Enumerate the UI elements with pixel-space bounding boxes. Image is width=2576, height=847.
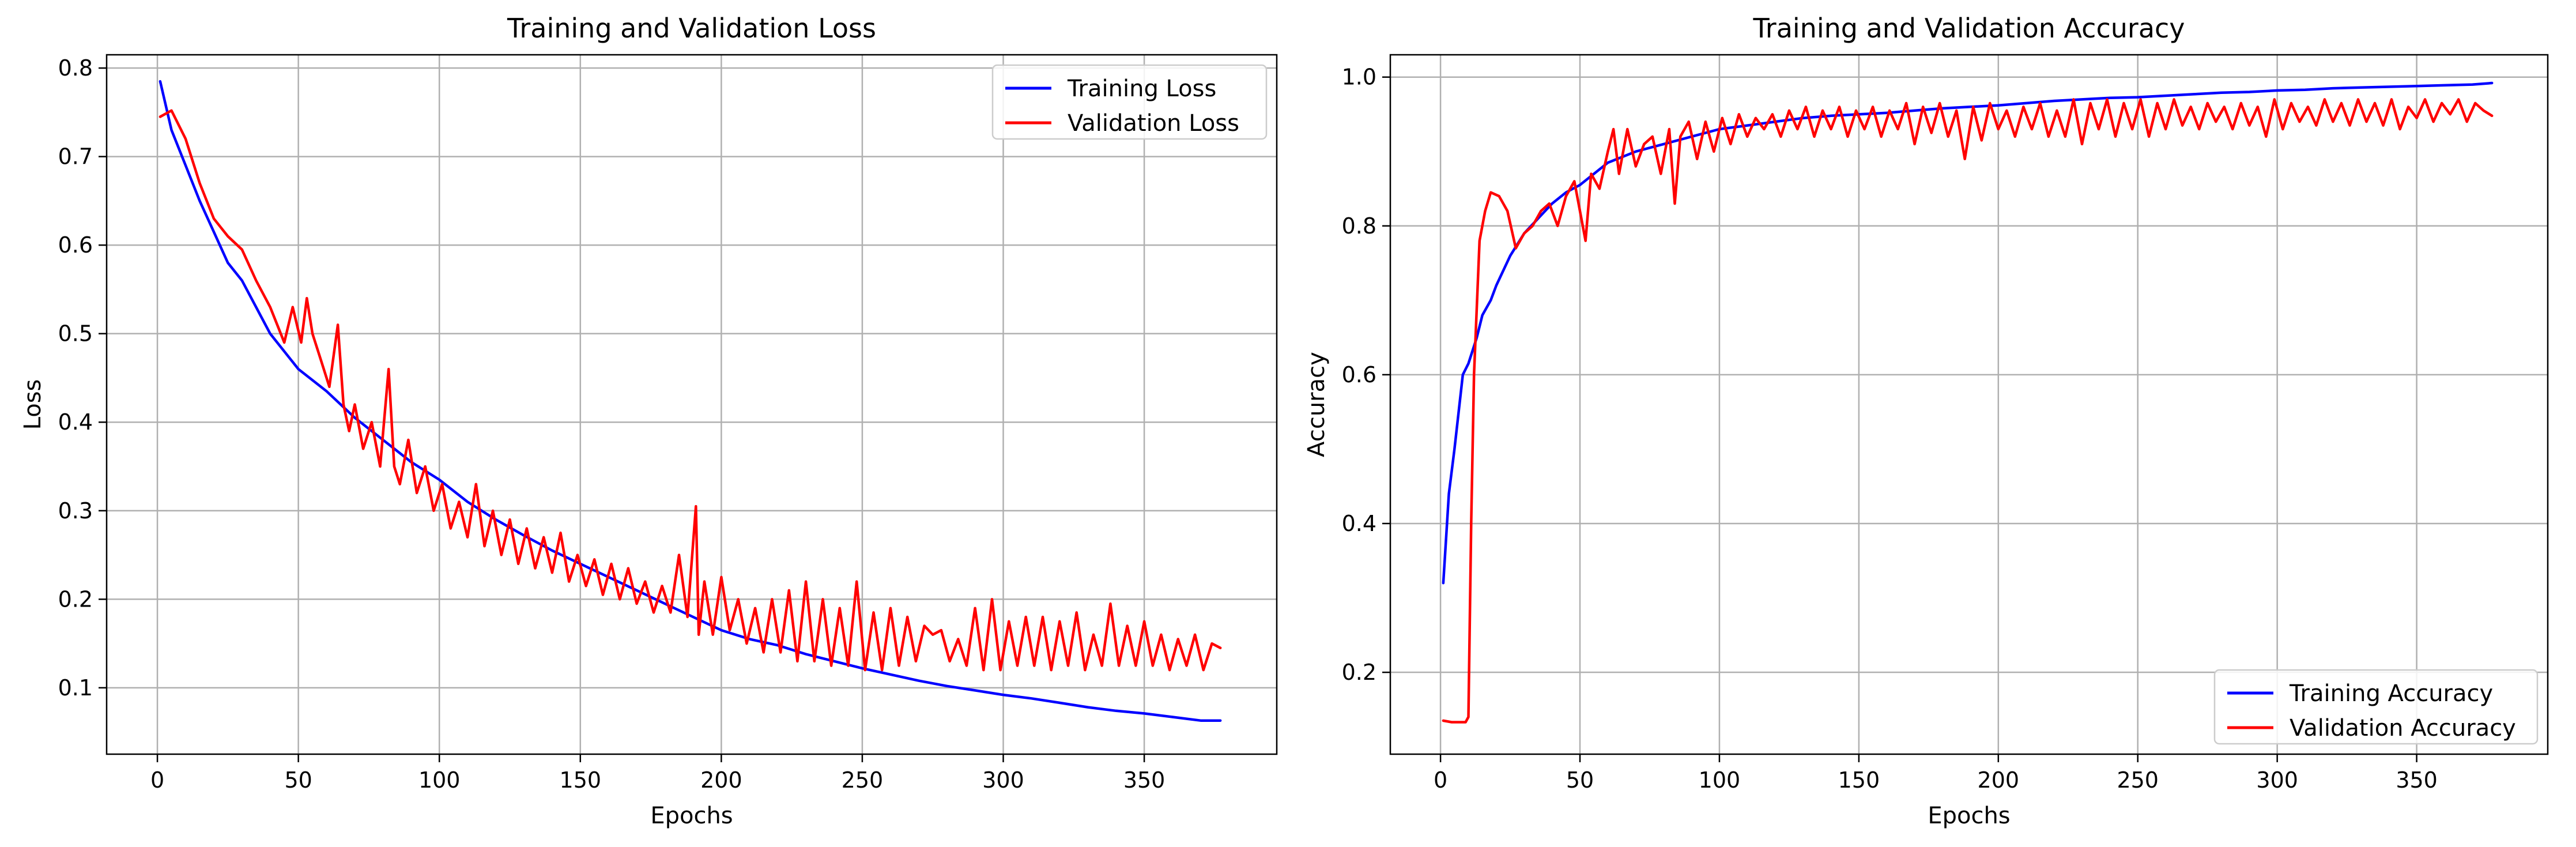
legend-box xyxy=(991,64,1268,140)
x-tick-label: 100 xyxy=(1699,767,1741,793)
x-tick-label: 200 xyxy=(1978,767,2020,793)
chart-panel-1: 0 50 100 150 200 250 300 350 0.1 0.2 0.3 0.4 0.5 0.6 0… xyxy=(20,13,1278,829)
y-tick-label: 0.3 xyxy=(58,498,93,524)
x-tick-label: 250 xyxy=(2117,767,2159,793)
y-tick-label: 0.8 xyxy=(58,55,93,81)
x-tick-label: 0 xyxy=(1434,767,1447,793)
chart-title: Training and Validation Accuracy xyxy=(1752,13,2185,44)
chart-title: Training and Validation Loss xyxy=(507,13,876,44)
y-tick-label: 0.2 xyxy=(58,586,93,612)
y-tick-label: 0.7 xyxy=(58,144,93,170)
y-tick-label: 1.0 xyxy=(1342,65,1376,90)
x-tick-label: 100 xyxy=(418,767,461,793)
legend-entry-label: Validation Accuracy xyxy=(2290,715,2516,741)
plot-frame xyxy=(105,54,1278,755)
y-tick-label: 0.6 xyxy=(58,232,93,258)
legend-entry-label: Validation Loss xyxy=(1068,110,1239,137)
grid xyxy=(1390,55,2548,754)
y-axis-label: Accuracy xyxy=(1303,352,1330,457)
y-tick-label: 0.1 xyxy=(58,675,93,701)
x-tick-label: 150 xyxy=(560,767,602,793)
y-tick-label: 0.5 xyxy=(58,321,93,347)
series-line-validation-loss xyxy=(159,109,1222,672)
legend-entry-label: Training Loss xyxy=(1067,76,1216,102)
x-tick-label: 150 xyxy=(1838,767,1880,793)
x-tick-label: 350 xyxy=(2396,767,2438,793)
y-tick-label: 0.6 xyxy=(1342,362,1376,387)
series-line-validation-accuracy xyxy=(1442,98,2494,724)
y-tick-label: 0.2 xyxy=(1342,660,1376,685)
y-tick-label: 0.4 xyxy=(58,409,93,435)
x-axis-label: Epochs xyxy=(650,803,733,829)
chart-panel-2: 0 50 100 150 200 250 300 350 0.2 0.4 0.6 0.8 1.0 Trai… xyxy=(1303,13,2549,829)
x-tick-label: 300 xyxy=(982,767,1024,793)
x-tick-label: 350 xyxy=(1123,767,1166,793)
legend-box xyxy=(2213,669,2539,745)
grid xyxy=(107,55,1277,754)
plot-frame xyxy=(1389,54,2549,755)
x-tick-label: 300 xyxy=(2256,767,2298,793)
series-line-training-loss xyxy=(159,80,1222,722)
x-axis-label: Epochs xyxy=(1928,803,2010,829)
x-tick-label: 200 xyxy=(700,767,742,793)
legend: Training Loss Validation Loss xyxy=(991,64,1268,140)
x-tick-label: 250 xyxy=(842,767,884,793)
y-axis-label: Loss xyxy=(20,379,46,430)
y-tick-label: 0.4 xyxy=(1342,511,1376,536)
x-tick-label: 50 xyxy=(1566,767,1594,793)
legend: Training Accuracy Validation Accuracy xyxy=(2213,669,2539,745)
x-tick-label: 0 xyxy=(150,767,164,793)
x-tick-label: 50 xyxy=(284,767,312,793)
y-tick-label: 0.8 xyxy=(1342,213,1376,239)
series-group xyxy=(1442,81,2494,724)
series-group xyxy=(159,80,1222,722)
legend-entry-label: Training Accuracy xyxy=(2289,680,2493,707)
series-line-training-accuracy xyxy=(1442,81,2494,585)
